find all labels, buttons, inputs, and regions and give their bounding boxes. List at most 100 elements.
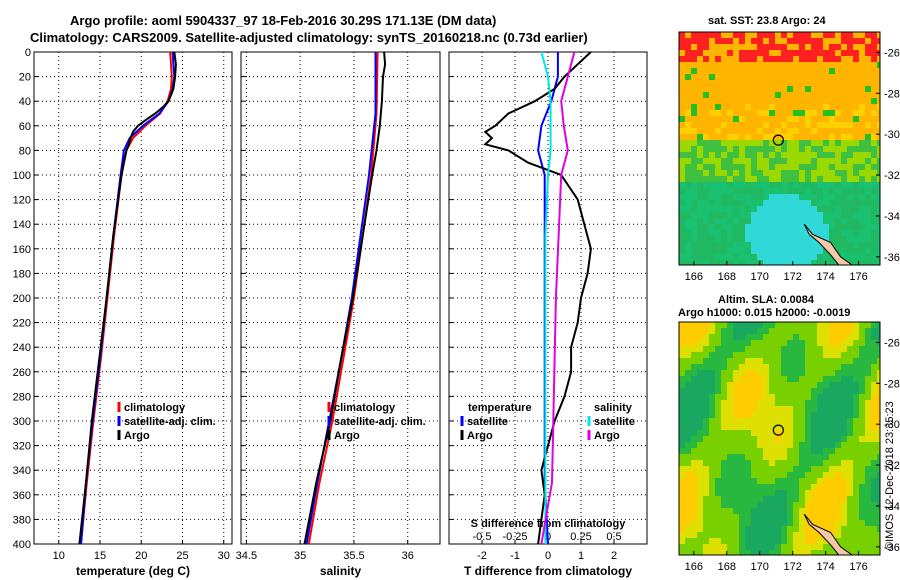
map-cell (805, 520, 811, 526)
map-cell (787, 400, 793, 406)
map-cell (865, 418, 871, 424)
map-cell (865, 346, 871, 352)
map-cell (763, 98, 769, 104)
map-cell (775, 442, 781, 448)
map-cell (703, 110, 709, 116)
map-cell (859, 50, 865, 56)
map-cell (799, 442, 805, 448)
map-cell (877, 62, 880, 68)
map-cell (853, 212, 859, 218)
map-cell (715, 322, 721, 328)
map-cell (847, 200, 853, 206)
map-cell (709, 550, 715, 555)
map-cell (745, 98, 751, 104)
map-cell (823, 158, 829, 164)
map-cell (721, 170, 727, 176)
y-tick-label: 120 (13, 195, 31, 207)
map-cell (727, 188, 733, 194)
map-cell (847, 418, 853, 424)
map-cell (745, 388, 751, 394)
map-cell (871, 50, 877, 56)
map-cell (679, 538, 685, 544)
map-cell (727, 248, 733, 254)
map-cell (763, 448, 769, 454)
map-cell (871, 502, 877, 508)
map-cell (679, 182, 685, 188)
map-cell (727, 140, 733, 146)
map-cell (811, 140, 817, 146)
map-cell (859, 418, 865, 424)
map-cell (835, 442, 841, 448)
map-cell (721, 544, 727, 550)
map-cell (781, 424, 787, 430)
map-cell (703, 32, 709, 38)
map-cell (835, 110, 841, 116)
map-cell (835, 38, 841, 44)
map-cell (769, 508, 775, 514)
map-cell (829, 358, 835, 364)
map-cell (697, 418, 703, 424)
map-cell (859, 466, 865, 472)
map-cell (769, 212, 775, 218)
map-cell (811, 92, 817, 98)
map-cell (709, 400, 715, 406)
map-cell (877, 194, 880, 200)
map-cell (793, 418, 799, 424)
map-cell (859, 340, 865, 346)
map-cell (871, 454, 877, 460)
map-cell (781, 478, 787, 484)
map-cell (727, 352, 733, 358)
map-cell (871, 352, 877, 358)
map-cell (709, 68, 715, 74)
map-cell (691, 352, 697, 358)
map-cell (817, 484, 823, 490)
map-cell (703, 334, 709, 340)
map-cell (691, 248, 697, 254)
map-cell (805, 364, 811, 370)
map-cell (751, 230, 757, 236)
map-cell (679, 328, 685, 334)
map-cell (799, 50, 805, 56)
map-cell (859, 448, 865, 454)
map-cell (817, 334, 823, 340)
map-cell (679, 230, 685, 236)
map-cell (859, 532, 865, 538)
y-tick-label: 300 (13, 416, 31, 428)
map-cell (751, 188, 757, 194)
map-cell (841, 400, 847, 406)
map-cell (805, 334, 811, 340)
map-cell (811, 418, 817, 424)
map-cell (805, 254, 811, 260)
map-cell (799, 32, 805, 38)
map-cell (715, 376, 721, 382)
map-cell (763, 394, 769, 400)
map-cell (703, 182, 709, 188)
map-cell (769, 170, 775, 176)
map-cell (751, 206, 757, 212)
map-cell (769, 388, 775, 394)
map-cell (787, 340, 793, 346)
map-cell (841, 188, 847, 194)
map-cell (775, 340, 781, 346)
map-cell (751, 128, 757, 134)
map-cell (841, 170, 847, 176)
map-cell (751, 490, 757, 496)
map-cell (793, 412, 799, 418)
map-cell (865, 32, 871, 38)
map-cell (781, 406, 787, 412)
map-cell (709, 116, 715, 122)
map-cell (817, 502, 823, 508)
map-cell (859, 98, 865, 104)
map-cell (847, 146, 853, 152)
map-cell (721, 194, 727, 200)
map-cell (811, 68, 817, 74)
map-cell (745, 212, 751, 218)
map-cell (721, 346, 727, 352)
map-cell (745, 122, 751, 128)
map-cell (757, 340, 763, 346)
map-cell (775, 418, 781, 424)
map-cell (781, 352, 787, 358)
map-cell (787, 164, 793, 170)
map-cell (853, 260, 859, 265)
map-cell (679, 478, 685, 484)
